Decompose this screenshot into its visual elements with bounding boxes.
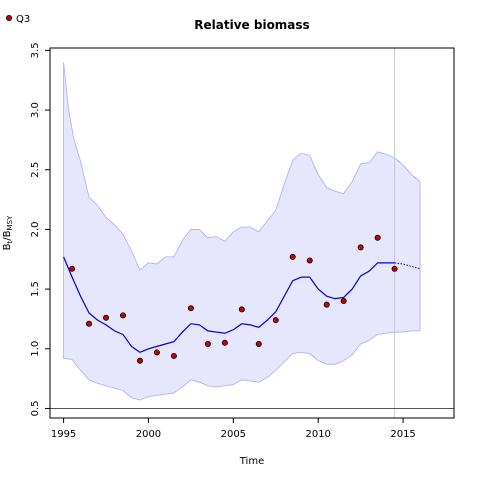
- legend: Q3: [6, 14, 30, 25]
- x-axis: 1995 2000 2005 2010 2015: [51, 418, 416, 440]
- observation-point: [187, 305, 194, 312]
- x-tick-label: 2000: [136, 429, 161, 440]
- y-axis-title-sub-t: t: [6, 240, 14, 243]
- observation-point: [238, 306, 245, 313]
- observation-points-layer: [69, 234, 398, 364]
- y-axis: 0.5 1.0 1.5 2.0 2.5 3.0 3.5: [30, 42, 50, 416]
- estimate-line-layer: [63, 256, 421, 354]
- y-tick-label: 3.5: [30, 42, 41, 58]
- y-axis-title-main: B: [2, 243, 13, 250]
- x-tick-label: 2005: [221, 429, 246, 440]
- y-tick-label: 3.0: [30, 102, 41, 118]
- y-tick-label: 1.0: [30, 341, 41, 357]
- legend-label-q3: Q3: [16, 14, 30, 25]
- observation-point: [204, 340, 211, 347]
- confidence-band: [63, 62, 421, 401]
- observation-point: [86, 320, 93, 327]
- x-tick-label: 1995: [51, 429, 76, 440]
- y-axis-title-sep: /B: [2, 230, 13, 240]
- observation-point: [340, 298, 347, 305]
- observation-point: [103, 314, 110, 321]
- plot-frame: [49, 47, 455, 419]
- observation-point: [391, 265, 398, 272]
- observation-point: [221, 339, 228, 346]
- y-tick-label: 2.5: [30, 162, 41, 178]
- observation-point: [323, 301, 330, 308]
- observation-point: [153, 349, 160, 356]
- x-tick-label: 2010: [305, 429, 330, 440]
- estimate-line: [63, 256, 395, 354]
- x-tick-label: 2015: [390, 429, 415, 440]
- legend-marker-q3: [6, 14, 12, 21]
- y-tick-label: 2.0: [30, 221, 41, 237]
- y-tick-label: 0.5: [30, 400, 41, 416]
- y-tick-label: 1.5: [30, 281, 41, 297]
- reference-lines-layer: [50, 48, 454, 418]
- observation-point: [374, 234, 381, 241]
- observation-point: [136, 357, 143, 364]
- y-axis-title-sub-msy: MSY: [6, 215, 14, 230]
- x-axis-title: Time: [239, 456, 264, 467]
- forecast-line: [394, 262, 421, 270]
- y-axis-title: Bt/BMSY: [2, 215, 14, 250]
- observation-point: [357, 244, 364, 251]
- confidence-band-layer: [63, 62, 421, 401]
- observation-point: [255, 340, 262, 347]
- observation-point: [289, 253, 296, 260]
- observation-point: [272, 317, 279, 324]
- observation-point: [170, 352, 177, 359]
- observation-point: [306, 257, 313, 264]
- observation-point: [119, 312, 126, 319]
- observation-point: [69, 265, 76, 272]
- chart-title: Relative biomass: [194, 18, 309, 32]
